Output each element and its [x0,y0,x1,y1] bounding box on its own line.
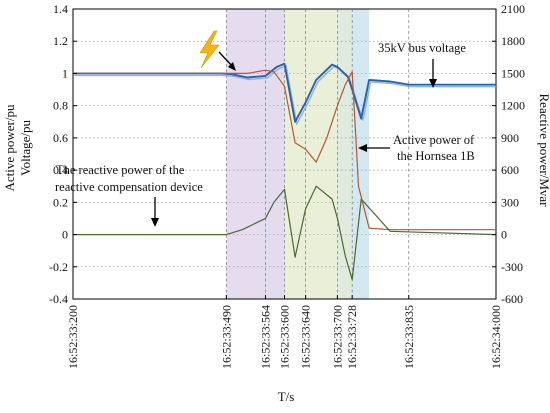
left-tick-label-0: -0.4 [49,292,68,306]
right-tick-label-3: 300 [501,195,519,209]
x-tick-label-3: 16:52:33:600 [278,305,292,369]
left-tick-label-6: 0.8 [53,99,68,113]
x-tick-label-2: 16:52:33:564 [258,305,272,369]
y-left-axis-title-1: Active power/pu [2,104,17,192]
shaded-bands [226,9,370,299]
lightning-icon [199,30,220,69]
shaded-band-0 [226,9,266,299]
right-tick-label-7: 1500 [501,66,525,80]
left-tick-label-4: 0.4 [53,163,68,177]
left-tick-label-2: 0 [62,228,68,242]
series-line-0 [73,62,496,123]
shaded-band-1 [265,9,285,299]
right-tick-label-2: 0 [501,228,507,242]
lightning-arrow [218,51,236,71]
annotation-reactive-arrow [151,197,159,227]
left-tick-label-9: 1.4 [53,2,68,16]
right-tick-label-5: 900 [501,131,519,145]
annotation-active-power-line1: Active power of [393,133,475,147]
series-lines [73,62,498,281]
annotation-bus-voltage-arrow [429,59,437,88]
right-tick-label-4: 600 [501,163,519,177]
right-tick-label-1: -300 [501,260,523,274]
annotation-reactive-line2: reactive compensation device [55,180,203,194]
annotation-active-power-line2: the Hornsea 1B [397,149,475,163]
y-left-axis-title-2: Voltage/pu [18,119,33,176]
right-tick-label-0: -600 [501,292,523,306]
left-tick-label-3: 0.2 [53,195,68,209]
left-tick-label-7: 1 [62,66,68,80]
tick-marks [72,8,497,300]
x-tick-label-4: 16:52:33:640 [299,305,313,369]
right-tick-label-6: 1200 [501,99,525,113]
right-tick-label-9: 2100 [501,2,525,16]
left-tick-label-5: 0.6 [53,131,68,145]
annotation-bus-voltage: 35kV bus voltage [378,41,466,55]
x-tick-label-0: 16:52:33:200 [66,305,80,369]
right-tick-label-8: 1800 [501,34,525,48]
series-line-0-trace [74,64,498,126]
tick-labels: -0.4 -0.2 0 0.2 0.4 0.6 0.8 1 1.2 1.4 -600 -300 0 300… [49,2,525,369]
x-tick-label-7: 16:52:33:835 [402,305,416,369]
left-tick-label-1: -0.2 [49,260,68,274]
y-right-axis-title: Reactive power/Mvar [537,94,550,208]
annotation-active-power-arrow [358,144,390,152]
x-tick-label-1: 16:52:33:490 [219,305,233,369]
x-tick-label-8: 16:52:34:000 [489,305,503,369]
x-axis-title: T/s [278,389,295,404]
annotation-reactive-line1: The reactive power of the [56,163,185,177]
shaded-band-2 [284,9,338,299]
series-line-2 [73,185,497,281]
x-tick-label-5: 16:52:33:700 [330,305,344,369]
x-tick-label-6: 16:52:33:728 [345,305,359,369]
shaded-band-4 [352,9,370,299]
x-guide-lines [225,9,410,299]
shaded-band-3 [337,9,353,299]
left-tick-label-8: 1.2 [53,34,68,48]
